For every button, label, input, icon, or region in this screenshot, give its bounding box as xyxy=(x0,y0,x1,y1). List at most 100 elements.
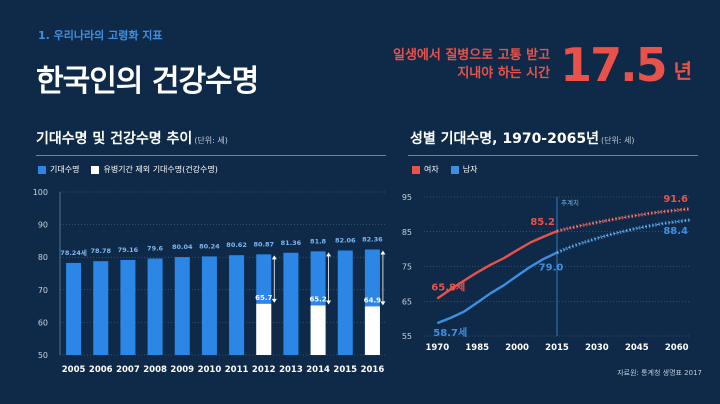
subtitle: 1. 우리나라의 고령화 지표 xyxy=(38,29,163,42)
bar-life-expectancy xyxy=(283,252,299,355)
y-tick-label: 90 xyxy=(38,221,48,230)
bar-value-label: 79.6 xyxy=(147,245,164,253)
x-tick-label: 2060 xyxy=(665,343,689,353)
x-tick-label: 2006 xyxy=(89,365,113,375)
bar-value-label: 80.04 xyxy=(172,243,193,251)
x-tick-label: 2008 xyxy=(143,365,167,375)
legend-label: 여자 xyxy=(424,165,439,174)
gap-arrow-head xyxy=(380,250,386,255)
y-tick-label: 65 xyxy=(402,297,412,306)
bar-healthy-life xyxy=(364,306,380,355)
series-value-label: 58.7세 xyxy=(433,326,467,339)
bar-life-expectancy xyxy=(93,261,109,355)
x-tick-label: 2015 xyxy=(333,365,357,375)
source-note: 자료원: 통계청 생명표 2017 xyxy=(617,369,702,377)
series-value-label: 85.2 xyxy=(530,217,555,228)
legend-swatch-blue xyxy=(450,165,459,174)
x-tick-label: 2015 xyxy=(545,343,569,353)
right-divider xyxy=(408,155,698,156)
callout-line-1: 일생에서 질병으로 고통 받고 xyxy=(392,48,551,63)
y-tick-label: 75 xyxy=(402,263,412,272)
series-line xyxy=(436,229,558,300)
y-tick-label: 55 xyxy=(402,332,412,341)
series-value-label: 88.4 xyxy=(663,226,688,237)
callout-text: 일생에서 질병으로 고통 받고 지내야 하는 시간 xyxy=(393,47,550,83)
bar-life-expectancy xyxy=(147,258,163,355)
bar-life-expectancy xyxy=(337,250,353,355)
x-tick-label: 2045 xyxy=(625,343,649,353)
y-tick-label: 85 xyxy=(402,228,412,237)
right-chart-unit: (단위: 세) xyxy=(600,136,635,145)
projection-label: 추계치 xyxy=(561,198,579,207)
gap-arrow-head xyxy=(271,255,277,260)
y-tick-label: 70 xyxy=(38,286,48,295)
bar-healthy-life xyxy=(310,305,326,355)
x-tick-label: 2000 xyxy=(505,343,529,353)
series-value-label: 79.0 xyxy=(539,263,564,274)
legend-label: 남자 xyxy=(462,165,478,174)
x-tick-label: 2011 xyxy=(225,365,249,375)
y-tick-label: 60 xyxy=(38,318,48,327)
y-tick-label: 50 xyxy=(38,351,48,360)
gap-arrow-head xyxy=(326,252,332,257)
x-tick-label: 2009 xyxy=(170,365,194,375)
right-chart-title-text: 성별 기대수명, 1970-2065년 xyxy=(410,131,599,147)
series-projection-band xyxy=(556,218,691,255)
series-projection-line xyxy=(556,208,691,232)
x-tick-label: 2012 xyxy=(252,365,276,375)
callout-line-2: 지내야 하는 시간 xyxy=(457,66,551,81)
bar-value-label: 81.8 xyxy=(310,237,327,245)
bar-value-label: 79.16 xyxy=(118,246,139,254)
callout: 일생에서 질병으로 고통 받고 지내야 하는 시간 17.5 년 xyxy=(393,38,692,92)
legend-item-life-expectancy: 기대수명 xyxy=(38,164,79,175)
left-divider xyxy=(36,155,386,156)
legend-label: 유병기간 제외 기대수명(건강수명) xyxy=(103,165,218,174)
page-title: 한국인의 건강수명 xyxy=(36,64,259,99)
legend-item-healthy-life: 유병기간 제외 기대수명(건강수명) xyxy=(91,164,218,175)
bar-value-label: 78.78 xyxy=(90,247,111,255)
bar-value-label: 65.7 xyxy=(255,294,272,302)
legend-swatch-red xyxy=(412,165,420,174)
x-tick-label: 2016 xyxy=(361,365,385,375)
left-legend: 기대수명 유병기간 제외 기대수명(건강수명) xyxy=(38,164,230,175)
bar-value-label: 64.9 xyxy=(364,296,381,304)
left-chart-title: 기대수명 및 건강수명 추이 (단위: 세) xyxy=(36,128,228,148)
legend-swatch-blue xyxy=(38,165,46,174)
bar-life-expectancy xyxy=(174,257,190,355)
legend-item-male: 남자 xyxy=(450,164,478,175)
left-chart-title-text: 기대수명 및 건강수명 추이 xyxy=(36,131,193,147)
callout-unit: 년 xyxy=(673,58,692,83)
bar-life-expectancy xyxy=(201,256,217,355)
bar-value-label: 82.36 xyxy=(362,236,383,244)
series-value-label: 91.6 xyxy=(663,194,688,205)
series-value-label: 65.8세 xyxy=(431,280,465,293)
x-tick-label: 2005 xyxy=(62,365,86,375)
x-tick-label: 2010 xyxy=(198,365,222,375)
right-legend: 여자 남자 xyxy=(412,164,489,175)
x-tick-label: 2007 xyxy=(116,365,140,375)
y-tick-label: 100 xyxy=(33,188,48,197)
callout-number: 17.5 xyxy=(560,38,667,92)
bar-value-label: 80.87 xyxy=(253,240,274,248)
bar-life-expectancy xyxy=(66,262,82,355)
bar-value-label: 81.36 xyxy=(281,239,302,247)
bar-life-expectancy xyxy=(120,259,136,355)
bar-value-label: 78.24세 xyxy=(60,248,87,257)
y-tick-label: 95 xyxy=(402,193,412,202)
series-line xyxy=(436,251,558,325)
bar-value-label: 80.62 xyxy=(226,241,247,249)
legend-item-female: 여자 xyxy=(412,164,439,175)
gap-arrow-head xyxy=(271,298,277,303)
bar-value-label: 82.06 xyxy=(335,236,356,244)
legend-swatch-white xyxy=(91,165,100,174)
right-chart-title: 성별 기대수명, 1970-2065년 (단위: 세) xyxy=(410,128,635,148)
x-tick-label: 1985 xyxy=(465,343,489,353)
gap-arrow-head xyxy=(380,301,386,306)
gap-arrow-head xyxy=(326,300,332,305)
left-chart-unit: (단위: 세) xyxy=(194,136,228,145)
x-tick-label: 2030 xyxy=(585,343,609,353)
bar-healthy-life xyxy=(256,303,272,355)
x-tick-label: 2013 xyxy=(279,365,303,375)
